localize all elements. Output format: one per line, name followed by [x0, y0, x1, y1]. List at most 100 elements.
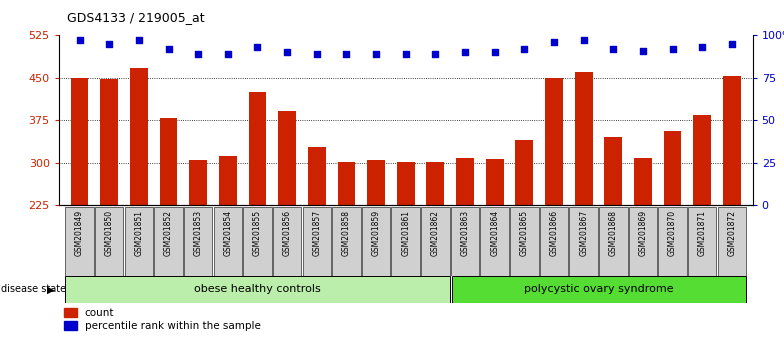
Bar — [65, 207, 94, 276]
Text: GSM201856: GSM201856 — [282, 210, 292, 256]
Text: GSM201861: GSM201861 — [401, 210, 410, 256]
Point — [577, 38, 590, 43]
Bar — [338, 162, 355, 205]
Bar — [391, 207, 420, 276]
Bar — [421, 207, 449, 276]
Point — [488, 50, 501, 55]
Bar — [71, 78, 89, 205]
Point — [607, 46, 619, 52]
Text: GSM201853: GSM201853 — [194, 210, 202, 256]
Bar — [599, 207, 627, 276]
Bar — [451, 207, 479, 276]
Text: GSM201857: GSM201857 — [312, 210, 321, 256]
Text: disease state: disease state — [1, 284, 66, 295]
Bar — [539, 207, 568, 276]
Bar — [213, 207, 242, 276]
Bar — [515, 140, 533, 205]
Bar — [130, 68, 147, 205]
Text: GSM201859: GSM201859 — [372, 210, 380, 256]
Text: GSM201868: GSM201868 — [609, 210, 618, 256]
Point — [73, 38, 85, 43]
Bar — [693, 115, 711, 205]
Bar — [219, 156, 237, 205]
Point — [637, 48, 649, 53]
Bar — [659, 207, 687, 276]
Point — [399, 51, 412, 57]
Bar — [125, 207, 153, 276]
Bar — [545, 78, 563, 205]
Text: GSM201869: GSM201869 — [638, 210, 648, 256]
Text: GSM201871: GSM201871 — [698, 210, 706, 256]
Text: GSM201867: GSM201867 — [579, 210, 588, 256]
Point — [222, 51, 234, 57]
Text: GSM201854: GSM201854 — [223, 210, 232, 256]
Text: GSM201858: GSM201858 — [342, 210, 351, 256]
Text: ▶: ▶ — [47, 284, 55, 295]
Text: GSM201855: GSM201855 — [253, 210, 262, 256]
Text: GSM201862: GSM201862 — [431, 210, 440, 256]
Point — [429, 51, 441, 57]
Point — [192, 51, 205, 57]
Bar — [426, 162, 445, 205]
Bar — [510, 207, 539, 276]
Point — [459, 50, 471, 55]
Point — [696, 45, 709, 50]
Text: GSM201864: GSM201864 — [490, 210, 499, 256]
Bar — [249, 92, 267, 205]
Bar — [308, 147, 325, 205]
Bar — [634, 158, 652, 205]
Text: GSM201849: GSM201849 — [75, 210, 84, 256]
Bar — [95, 207, 123, 276]
Bar — [184, 207, 212, 276]
Bar — [278, 111, 296, 205]
Bar — [688, 207, 717, 276]
Point — [281, 50, 293, 55]
Bar — [154, 207, 183, 276]
Bar — [456, 158, 474, 205]
Point — [548, 39, 561, 45]
Bar — [303, 207, 331, 276]
Text: GSM201850: GSM201850 — [105, 210, 114, 256]
Bar — [65, 276, 449, 303]
Point — [132, 38, 145, 43]
Bar — [452, 276, 746, 303]
Bar — [664, 131, 681, 205]
Legend: count, percentile rank within the sample: count, percentile rank within the sample — [64, 308, 261, 331]
Bar — [100, 79, 118, 205]
Bar — [723, 76, 741, 205]
Point — [726, 41, 739, 47]
Text: GSM201863: GSM201863 — [460, 210, 470, 256]
Point — [666, 46, 679, 52]
Text: GSM201865: GSM201865 — [520, 210, 529, 256]
Bar — [629, 207, 657, 276]
Point — [370, 51, 383, 57]
Text: GSM201851: GSM201851 — [134, 210, 143, 256]
Text: GSM201870: GSM201870 — [668, 210, 677, 256]
Bar — [367, 160, 385, 205]
Bar — [332, 207, 361, 276]
Text: polycystic ovary syndrome: polycystic ovary syndrome — [524, 284, 673, 295]
Point — [310, 51, 323, 57]
Bar — [604, 137, 622, 205]
Text: GDS4133 / 219005_at: GDS4133 / 219005_at — [67, 11, 205, 24]
Bar — [486, 159, 503, 205]
Text: GSM201866: GSM201866 — [550, 210, 558, 256]
Point — [518, 46, 531, 52]
Point — [162, 46, 175, 52]
Bar — [160, 118, 177, 205]
Point — [103, 41, 115, 47]
Point — [251, 45, 263, 50]
Bar — [481, 207, 509, 276]
Bar — [273, 207, 301, 276]
Bar — [569, 207, 598, 276]
Bar — [575, 72, 593, 205]
Text: GSM201872: GSM201872 — [728, 210, 736, 256]
Bar — [243, 207, 272, 276]
Bar — [189, 160, 207, 205]
Text: obese healthy controls: obese healthy controls — [194, 284, 321, 295]
Point — [340, 51, 353, 57]
Bar — [397, 162, 415, 205]
Text: GSM201852: GSM201852 — [164, 210, 173, 256]
Bar — [717, 207, 746, 276]
Bar — [362, 207, 390, 276]
